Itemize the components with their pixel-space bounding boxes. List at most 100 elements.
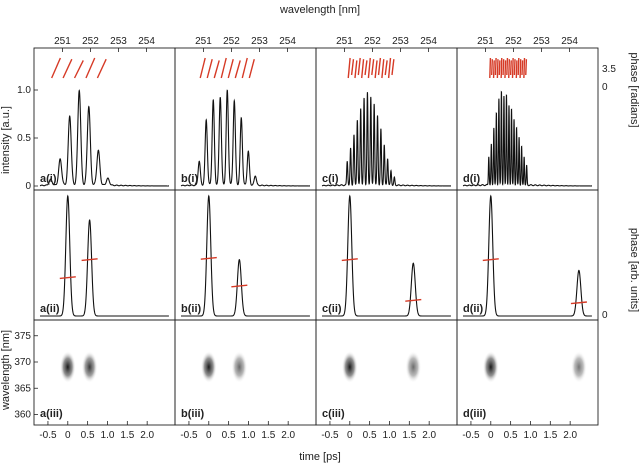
top-tick-label: 251	[336, 36, 353, 47]
temporal-trace	[40, 194, 169, 317]
phase-segment	[361, 59, 365, 79]
phase-radians-axis-label: phase [radians]	[628, 52, 640, 127]
phase-segment	[96, 58, 107, 79]
temporal-panel-frame	[456, 189, 599, 321]
phase-segment	[490, 59, 494, 76]
phase-segment	[525, 59, 528, 76]
spectrogram-blob	[59, 351, 76, 383]
phase-segment	[384, 60, 388, 76]
spectrogram-blob	[81, 351, 98, 383]
bottom-tick-label: 0	[206, 430, 212, 441]
spectrogram-blob	[405, 351, 422, 383]
top-tick-label: 254	[420, 36, 437, 47]
phase-segment	[199, 57, 206, 79]
bottom-tick-label: 0	[488, 430, 494, 441]
bottom-tick-label: 1.5	[120, 430, 134, 441]
bottom-tick-label: 1.5	[402, 430, 416, 441]
phase-arb-axis-label: phase [arb. units]	[628, 228, 640, 312]
intensity-tick-label: 0.5	[17, 133, 31, 144]
bottom-tick-label: 2.0	[563, 430, 577, 441]
temporal-panel-frame	[174, 189, 317, 321]
top-tick-label: 251	[477, 36, 494, 47]
top-tick-label: 252	[505, 36, 522, 47]
phase-segment	[85, 57, 96, 79]
top-tick-label: 253	[533, 36, 550, 47]
phase-segment	[227, 59, 234, 79]
spectrogram-blob	[200, 351, 217, 383]
phase-segment	[391, 59, 395, 76]
bottom-tick-label: 1.5	[261, 430, 275, 441]
phase-segment	[489, 57, 492, 79]
phase-segment	[241, 57, 248, 79]
phase-segment	[62, 58, 73, 79]
bottom-tick-label: -0.5	[39, 430, 57, 441]
bottom-tick-label: -0.5	[321, 430, 339, 441]
phase-segment	[51, 57, 62, 79]
phase-segment	[73, 60, 84, 79]
phase-segment	[347, 57, 351, 79]
phase-segment	[500, 57, 503, 79]
bottom-tick-label: 1.5	[543, 430, 557, 441]
spectrum-panel-label: d(i)	[463, 173, 480, 185]
phase-segment	[513, 59, 516, 76]
temporal-panel-label: a(ii)	[40, 303, 60, 315]
phase-segment	[357, 57, 361, 76]
phase-segment	[509, 60, 512, 76]
bottom-tick-label: -0.5	[462, 430, 480, 441]
spectrogram-blob	[482, 351, 499, 383]
phase-segment	[498, 60, 501, 76]
bottom-axis-label: time [ps]	[299, 451, 341, 463]
pulse-phase-marker	[405, 298, 422, 302]
spectrogram-blob	[231, 351, 248, 383]
temporal-panel-label: d(ii)	[463, 303, 483, 315]
phase-segment	[502, 59, 505, 76]
spectrogram-blob	[570, 351, 587, 383]
top-tick-label: 252	[82, 36, 99, 47]
intensity-tick-label: 1.0	[17, 85, 31, 96]
phase-segment	[350, 59, 355, 76]
phase-segment	[381, 59, 385, 79]
phase-segment	[364, 60, 368, 76]
wavelength-tick-label: 365	[14, 383, 31, 394]
phase-segment	[371, 59, 375, 76]
pulse-phase-marker	[482, 258, 499, 262]
intensity-axis-label: intensity [a.u.]	[0, 106, 12, 174]
pulse-phase-marker	[81, 258, 98, 262]
phase-segment	[496, 59, 499, 79]
phase-segment	[494, 57, 497, 76]
spectrogram-panel-frame	[456, 319, 599, 426]
bottom-tick-label: 0	[347, 430, 353, 441]
phase-segment	[508, 59, 511, 79]
wavelength-tick-label: 375	[14, 331, 31, 342]
wavelength-tick-label: 360	[14, 410, 31, 421]
phase-segment	[517, 57, 520, 76]
bottom-tick-label: 1.0	[101, 430, 115, 441]
bottom-tick-label: 2.0	[422, 430, 436, 441]
top-tick-label: 252	[223, 36, 240, 47]
intensity-tick-label: 0	[25, 181, 31, 192]
spectrum-panel-frame	[456, 47, 599, 191]
phase-segment	[220, 57, 227, 79]
top-tick-label: 254	[279, 36, 296, 47]
top-tick-label: 251	[195, 36, 212, 47]
temporal-trace	[322, 194, 451, 317]
phase-segment	[387, 57, 392, 79]
pulse-phase-marker	[341, 258, 358, 262]
phase-segment	[367, 57, 371, 79]
spectrogram-panel-label: c(iii)	[322, 408, 345, 420]
phase-segment	[511, 57, 514, 79]
bottom-tick-label: 0.5	[222, 430, 236, 441]
spectrogram-panel-label: b(iii)	[181, 408, 205, 420]
phase-segment	[234, 60, 241, 79]
spectrogram-blob	[341, 351, 358, 383]
phase-radians-tick-label: 3.5	[602, 64, 616, 75]
spectrum-trace	[39, 89, 169, 187]
spectrum-panel-label: b(i)	[181, 173, 198, 185]
top-axis-label: wavelength [nm]	[279, 4, 360, 16]
phase-segment	[519, 59, 522, 79]
temporal-panel-label: c(ii)	[322, 303, 342, 315]
phase-segment	[206, 59, 213, 79]
top-tick-label: 251	[54, 36, 71, 47]
bottom-tick-label: 0.5	[504, 430, 518, 441]
